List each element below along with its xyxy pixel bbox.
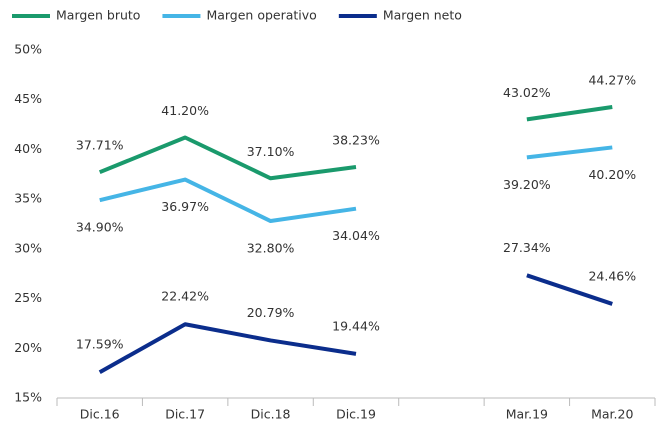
series-line xyxy=(98,322,357,374)
data-label: 20.79% xyxy=(247,305,295,320)
data-label: 43.02% xyxy=(503,85,551,100)
data-label: 17.59% xyxy=(76,337,124,352)
data-label: 27.34% xyxy=(503,240,551,255)
data-label: 37.10% xyxy=(247,144,295,159)
y-tick-label: 20% xyxy=(14,340,42,355)
series-line xyxy=(526,273,613,306)
series-line xyxy=(98,135,357,181)
x-tick-label: Dic.19 xyxy=(336,407,376,422)
data-label: 32.80% xyxy=(247,241,295,256)
y-tick-label: 35% xyxy=(14,191,42,206)
series-line xyxy=(526,104,613,122)
y-tick-label: 25% xyxy=(14,290,42,305)
data-label: 36.97% xyxy=(161,199,209,214)
data-label: 22.42% xyxy=(161,289,209,304)
series-line xyxy=(526,145,613,160)
x-tick-label: Dic.16 xyxy=(80,407,120,422)
y-tick-label: 50% xyxy=(14,42,42,57)
y-tick-label: 15% xyxy=(14,390,42,405)
y-tick-label: 45% xyxy=(14,91,42,106)
data-label: 34.04% xyxy=(332,228,380,243)
data-label: 39.20% xyxy=(503,177,551,192)
x-tick-label: Dic.17 xyxy=(165,407,205,422)
legend-label: Margen bruto xyxy=(56,8,140,23)
data-label: 34.90% xyxy=(76,220,124,235)
legend-label: Margen operativo xyxy=(206,8,316,23)
data-label: 19.44% xyxy=(332,318,380,333)
x-tick-label: Dic.18 xyxy=(251,407,291,422)
series-line xyxy=(99,177,357,224)
y-tick-label: 30% xyxy=(14,240,42,255)
legend-label: Margen neto xyxy=(383,8,462,23)
data-label: 37.71% xyxy=(76,138,124,153)
data-label: 40.20% xyxy=(588,167,636,182)
data-label: 41.20% xyxy=(161,103,209,118)
y-tick-label: 40% xyxy=(14,141,42,156)
data-label: 24.46% xyxy=(588,268,636,283)
data-label: 44.27% xyxy=(588,72,636,87)
data-label: 38.23% xyxy=(332,133,380,148)
x-tick-label: Mar.20 xyxy=(591,407,633,422)
x-tick-label: Mar.19 xyxy=(506,407,548,422)
